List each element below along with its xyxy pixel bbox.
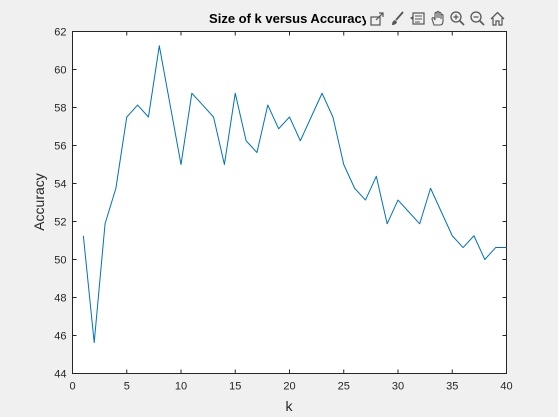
brush-button[interactable] [388,9,407,28]
y-axis-label: Accuracy [31,173,47,231]
pan-icon [431,10,444,26]
x-tick-label: 0 [69,381,75,393]
axes-toolbar [366,8,509,28]
zoom-out-icon [470,10,485,26]
x-tick-label: 35 [446,381,458,393]
y-tick-label: 50 [54,255,66,267]
export-button[interactable] [368,9,387,28]
zoom-out-button[interactable] [468,9,487,28]
x-tick-label: 10 [175,381,187,393]
y-tick-label: 56 [54,141,66,153]
zoom-in-button[interactable] [448,9,467,28]
home-button[interactable] [488,9,507,28]
x-tick-label: 5 [124,381,130,393]
axis-ticks [72,31,507,374]
tick-labels: 0 5 10 15 20 25 30 35 40 44 46 48 50 52 54 56 58 60 62 [54,27,512,393]
brush-icon [392,10,404,25]
y-tick-label: 62 [54,27,66,39]
y-tick-label: 46 [54,331,66,343]
export-icon [370,11,384,26]
datatip-icon [410,11,425,25]
datatip-button[interactable] [408,9,427,28]
y-tick-label: 58 [54,103,66,115]
zoom-in-icon [450,10,465,26]
plot-area [72,31,507,374]
x-tick-label: 20 [283,381,295,393]
x-tick-label: 40 [500,381,512,393]
x-tick-label: 30 [392,381,404,393]
y-tick-label: 54 [54,179,66,191]
home-icon [490,11,505,26]
chart-title: Size of k versus Accuracy [209,11,370,26]
x-tick-label: 25 [338,381,350,393]
series-layer [82,45,507,344]
x-tick-label: 15 [229,381,241,393]
y-tick-label: 52 [54,217,66,229]
x-axis-label: k [286,398,294,414]
y-tick-label: 44 [54,369,66,381]
y-tick-label: 48 [54,293,66,305]
pan-button[interactable] [428,9,447,28]
series-line [82,45,507,344]
y-tick-label: 60 [54,65,66,77]
